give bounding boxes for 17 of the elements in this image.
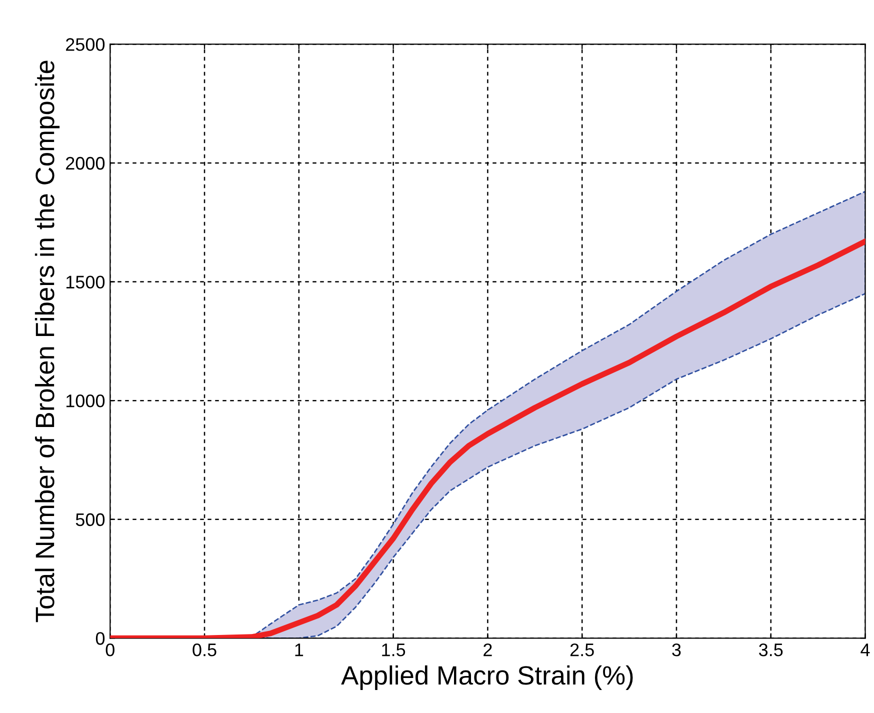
y-tick-label: 2000: [66, 156, 105, 170]
x-tick-label: 1.5: [382, 644, 406, 656]
y-axis-title: Total Number of Broken Fibers in the Composite: [34, 60, 60, 622]
x-tick-label: 4: [860, 644, 870, 656]
x-tick-label: 2: [484, 643, 492, 656]
x-tick-label: 1: [295, 644, 304, 656]
x-tick-label: 3.5: [759, 643, 783, 656]
x-tick-label: 3: [672, 643, 681, 656]
y-tick-label: 0: [96, 632, 105, 645]
y-tick-label: 2500: [66, 38, 105, 51]
y-tick-label: 500: [76, 513, 105, 526]
x-tick-label: 0.5: [192, 643, 216, 656]
x-tick-label: 0: [106, 643, 114, 656]
x-tick-label: 2.5: [570, 643, 594, 656]
x-axis-title: Applied Macro Strain (%): [341, 665, 633, 690]
y-tick-label: 1000: [66, 394, 105, 408]
y-tick-label: 1500: [66, 276, 105, 288]
